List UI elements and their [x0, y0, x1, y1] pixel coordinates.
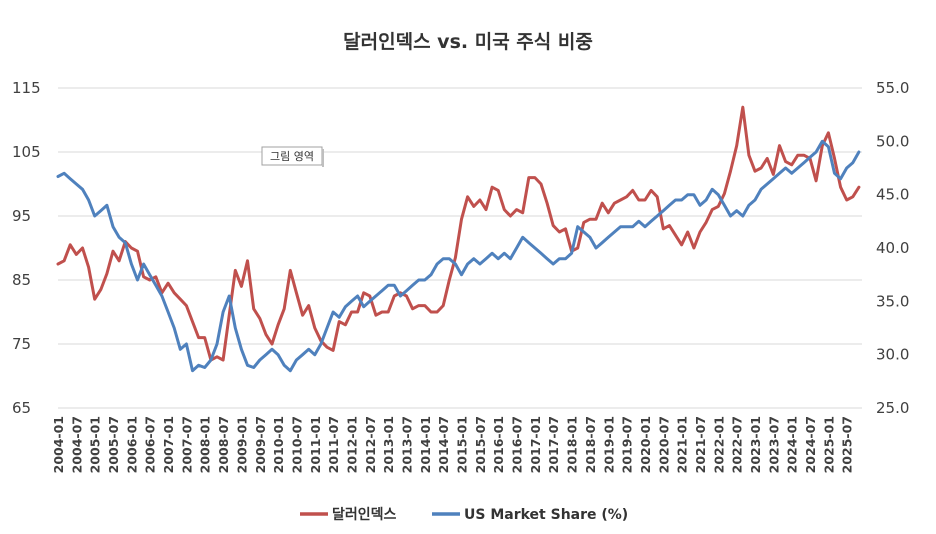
legend-label: 달러인덱스: [332, 506, 397, 523]
left-tick-label: 95: [12, 207, 31, 225]
right-tick-label: 25.0: [876, 399, 909, 417]
x-tick-label: 2025-01: [821, 416, 836, 473]
x-tick-label: 2015-01: [455, 416, 470, 473]
left-tick-label: 65: [12, 399, 31, 417]
right-tick-label: 35.0: [876, 292, 909, 310]
series-lines: [56, 105, 861, 373]
x-tick-label: 2019-07: [620, 416, 635, 473]
x-tick-label: 2007-01: [161, 416, 176, 473]
x-tick-label: 2010-01: [271, 416, 286, 473]
x-tick-label: 2023-01: [748, 416, 763, 473]
plot-area-tooltip: 그림 영역: [261, 146, 324, 167]
x-tick-label: 2014-07: [436, 416, 451, 473]
x-tick-label: 2022-07: [730, 416, 745, 473]
chart-title: 달러인덱스 vs. 미국 주식 비중: [343, 31, 593, 53]
left-tick-label: 85: [12, 271, 31, 289]
right-tick-label: 55.0: [876, 79, 909, 97]
x-tick-label: 2021-07: [693, 416, 708, 473]
x-tick-label: 2012-01: [344, 416, 359, 473]
x-tick-label: 2006-01: [124, 416, 139, 473]
right-tick-label: 30.0: [876, 346, 909, 364]
x-tick-label: 2018-07: [583, 416, 598, 473]
x-tick-label: 2004-07: [69, 416, 84, 473]
x-tick-label: 2017-01: [528, 416, 543, 473]
x-tick-label: 2009-07: [253, 416, 268, 473]
x-tick-label: 2020-01: [638, 416, 653, 473]
x-tick-label: 2012-07: [363, 416, 378, 473]
tooltip-shadow: [322, 149, 324, 167]
x-tick-label: 2013-01: [381, 416, 396, 473]
x-tick-label: 2005-07: [106, 416, 121, 473]
left-axis-ticks: 115 105 95 85 75 65: [12, 79, 41, 417]
right-tick-label: 50.0: [876, 132, 909, 150]
x-tick-label: 2008-01: [198, 416, 213, 473]
x-tick-label: 2011-07: [326, 416, 341, 473]
x-tick-label: 2013-07: [400, 416, 415, 473]
x-tick-label: 2016-01: [491, 416, 506, 473]
x-tick-label: 2020-07: [656, 416, 671, 473]
series-line-1: [56, 105, 861, 362]
x-tick-label: 2015-07: [473, 416, 488, 473]
x-axis-ticks: 2004-01 2004-07 2005-01 2005-07 2006-01 2006-…: [51, 416, 855, 473]
series-line-2: [56, 139, 861, 373]
x-tick-label: 2022-01: [711, 416, 726, 473]
x-tick-label: 2024-01: [785, 416, 800, 473]
gridlines: [58, 87, 862, 409]
x-tick-label: 2019-01: [601, 416, 616, 473]
x-tick-label: 2004-01: [51, 416, 66, 473]
x-tick-label: 2011-01: [308, 416, 323, 473]
x-tick-label: 2007-07: [179, 416, 194, 473]
x-tick-label: 2023-07: [766, 416, 781, 473]
x-tick-label: 2005-01: [88, 416, 103, 473]
x-tick-label: 2010-07: [289, 416, 304, 473]
left-tick-label: 105: [12, 143, 41, 161]
x-tick-label: 2025-07: [840, 416, 855, 473]
right-tick-label: 40.0: [876, 239, 909, 257]
x-tick-label: 2008-07: [216, 416, 231, 473]
tooltip-label: 그림 영역: [270, 150, 314, 163]
x-tick-label: 2016-07: [510, 416, 525, 473]
x-tick-label: 2018-01: [565, 416, 580, 473]
right-tick-label: 45.0: [876, 186, 909, 204]
right-axis-ticks: 55.0 50.0 45.0 40.0 35.0 30.0 25.0: [876, 79, 909, 417]
x-tick-label: 2021-01: [675, 416, 690, 473]
x-tick-label: 2006-07: [143, 416, 158, 473]
x-tick-label: 2024-07: [803, 416, 818, 473]
legend: 달러인덱스 US Market Share (%): [300, 506, 628, 523]
legend-label: US Market Share (%): [464, 507, 628, 523]
left-tick-label: 115: [12, 79, 41, 97]
left-tick-label: 75: [12, 335, 31, 353]
x-tick-label: 2017-07: [546, 416, 561, 473]
x-tick-label: 2014-01: [418, 416, 433, 473]
x-tick-label: 2009-01: [234, 416, 249, 473]
